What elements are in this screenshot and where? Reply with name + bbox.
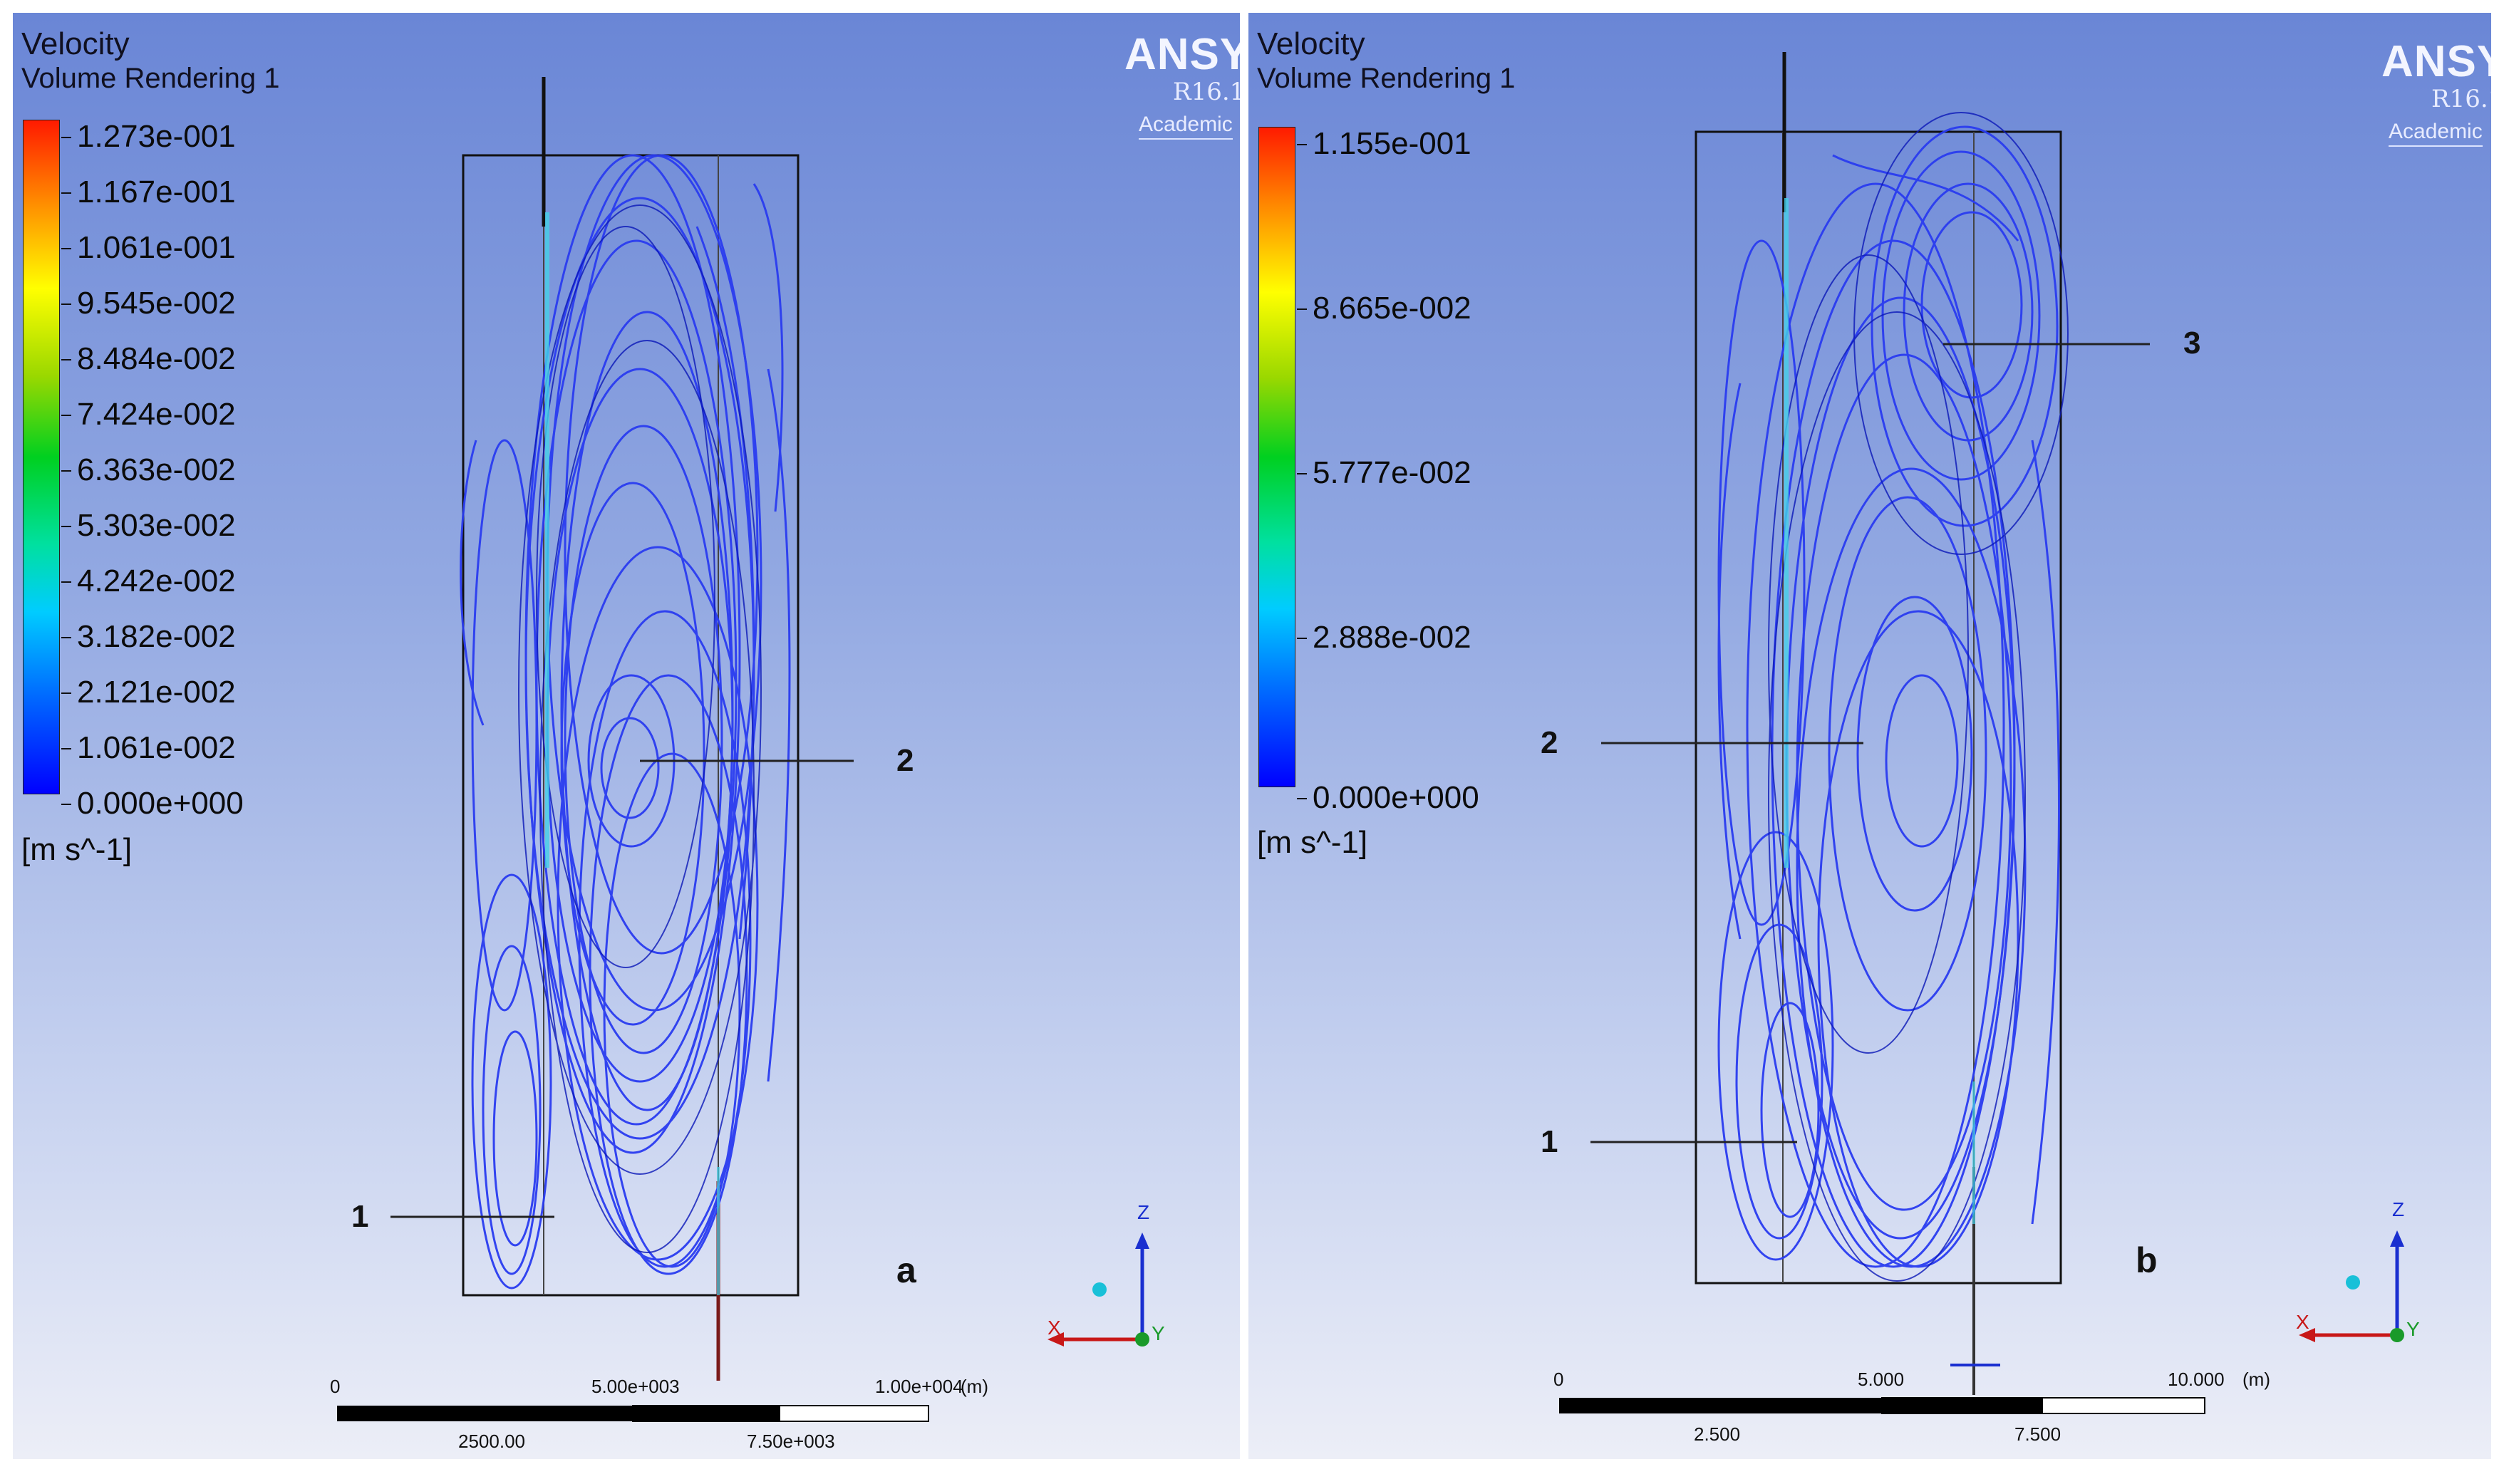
legend-units: [m s^-1] xyxy=(1257,825,1368,860)
callout-label-1: 1 xyxy=(351,1199,369,1234)
scale-label: 2500.00 xyxy=(458,1431,525,1452)
scale-label: 7.50e+003 xyxy=(747,1431,835,1452)
legend-tick: 9.545e-002 xyxy=(61,286,236,321)
scale-label: 2.500 xyxy=(1694,1423,1741,1445)
legend-tick: 6.363e-002 xyxy=(61,452,236,487)
legend-tick: 0.000e+000 xyxy=(61,786,244,821)
legend-subtitle: Volume Rendering 1 xyxy=(21,63,280,94)
legend-tick: 4.242e-002 xyxy=(61,564,236,598)
release-label: R16.1 xyxy=(2431,85,2491,113)
color-legend-bar xyxy=(1258,127,1295,787)
viewport-panel-b[interactable]: Velocity Volume Rendering 1 1.155e-001 8… xyxy=(1248,13,2491,1459)
axis-x-label: X xyxy=(2296,1311,2309,1333)
streamline-render-b[interactable] xyxy=(1248,13,2491,1459)
callout-label-2: 2 xyxy=(896,743,914,778)
legend-tick: 8.665e-002 xyxy=(1297,291,1471,326)
axis-y-label: Y xyxy=(2406,1318,2420,1340)
scale-label: 0 xyxy=(330,1376,341,1397)
legend-tick: 5.777e-002 xyxy=(1297,455,1471,490)
streamline-render-a[interactable] xyxy=(13,13,1240,1459)
scale-seg xyxy=(633,1406,780,1421)
legend-tick: 2.121e-002 xyxy=(61,675,236,710)
scale-label: 1.00e+004 xyxy=(875,1376,963,1397)
scale-label: 7.500 xyxy=(2014,1423,2061,1445)
callout-label-1: 1 xyxy=(1541,1124,1558,1159)
legend-tick: 0.000e+000 xyxy=(1297,780,1479,815)
edition-label: Academic xyxy=(2389,121,2483,147)
viewport-panel-a[interactable]: Velocity Volume Rendering 1 1.273e-001 1… xyxy=(13,13,1240,1459)
axis-origin xyxy=(2390,1328,2404,1342)
legend-units: [m s^-1] xyxy=(21,832,133,867)
callout-label-2: 2 xyxy=(1541,725,1558,760)
scale-seg xyxy=(1882,1398,2043,1413)
scale-label: 5.000 xyxy=(1858,1369,1905,1390)
scale-seg xyxy=(1559,1398,1882,1413)
domain-box xyxy=(1695,130,2062,1285)
scale-label: 0 xyxy=(1553,1369,1564,1390)
color-legend-bar xyxy=(23,120,60,794)
panel-letter: a xyxy=(896,1250,916,1290)
legend-tick: 1.155e-001 xyxy=(1297,126,1471,161)
legend-tick: 7.424e-002 xyxy=(61,397,236,432)
legend-tick: 3.182e-002 xyxy=(61,619,236,654)
scale-label: 10.000 xyxy=(2168,1369,2225,1390)
legend-tick: 1.061e-001 xyxy=(61,230,236,265)
axis-y-label: Y xyxy=(1152,1322,1165,1344)
axis-z-label: Z xyxy=(2392,1198,2405,1220)
legend-title: Velocity xyxy=(1257,26,1365,61)
scale-label: 5.00e+003 xyxy=(591,1376,680,1397)
panel-letter: b xyxy=(2136,1240,2158,1280)
legend-tick: 8.484e-002 xyxy=(61,341,236,376)
axis-origin xyxy=(1135,1332,1149,1347)
edition-label: Academic xyxy=(1139,114,1233,140)
ansys-logo: ANSYS xyxy=(1124,30,1240,79)
release-label: R16.1 xyxy=(1173,78,1240,106)
callout-label-3: 3 xyxy=(2183,326,2201,360)
legend-subtitle: Volume Rendering 1 xyxy=(1257,63,1516,94)
scale-seg xyxy=(337,1406,633,1421)
axis-z-label: Z xyxy=(1137,1201,1150,1223)
legend-tick: 1.273e-001 xyxy=(61,119,236,154)
view-sphere xyxy=(2346,1275,2360,1290)
legend-tick: 1.061e-002 xyxy=(61,730,236,765)
scale-label: (m) xyxy=(961,1376,988,1397)
legend-tick: 2.888e-002 xyxy=(1297,620,1471,655)
view-sphere xyxy=(1092,1282,1107,1297)
legend-tick: 1.167e-001 xyxy=(61,175,236,209)
scale-label: (m) xyxy=(2242,1369,2270,1390)
streamlines xyxy=(460,154,791,1290)
axis-x-label: X xyxy=(1047,1317,1061,1339)
legend-title: Velocity xyxy=(21,26,130,61)
ansys-logo: ANSYS xyxy=(2381,37,2491,86)
legend-tick: 5.303e-002 xyxy=(61,508,236,543)
